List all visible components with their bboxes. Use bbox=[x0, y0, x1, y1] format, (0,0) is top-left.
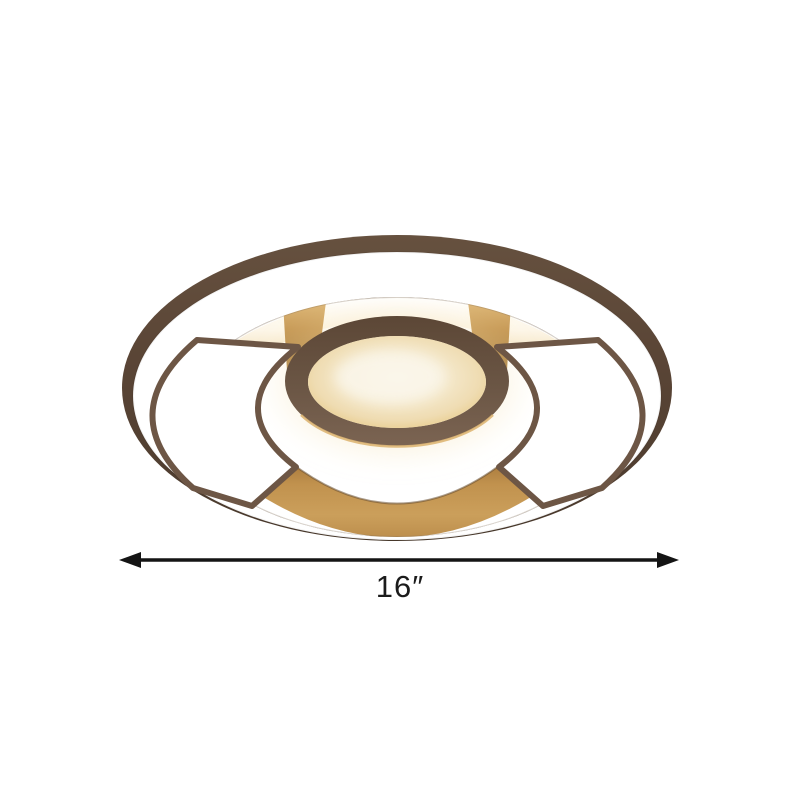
center-ring-amber-edge bbox=[300, 414, 494, 448]
gold-bottom-band bbox=[252, 462, 542, 538]
dimension-arrow-right-head bbox=[657, 552, 679, 568]
gold-band-edge-line bbox=[289, 461, 505, 505]
ceiling-lamp bbox=[122, 235, 672, 541]
white-panel-left bbox=[149, 337, 301, 509]
dimension-arrow bbox=[119, 552, 679, 568]
dimension-arrow-left-head bbox=[119, 552, 141, 568]
center-glow-core bbox=[335, 351, 445, 403]
outer-face-edge-line bbox=[132, 251, 662, 541]
white-panel-right bbox=[494, 337, 646, 509]
dimension-label: 16″ bbox=[375, 569, 425, 604]
